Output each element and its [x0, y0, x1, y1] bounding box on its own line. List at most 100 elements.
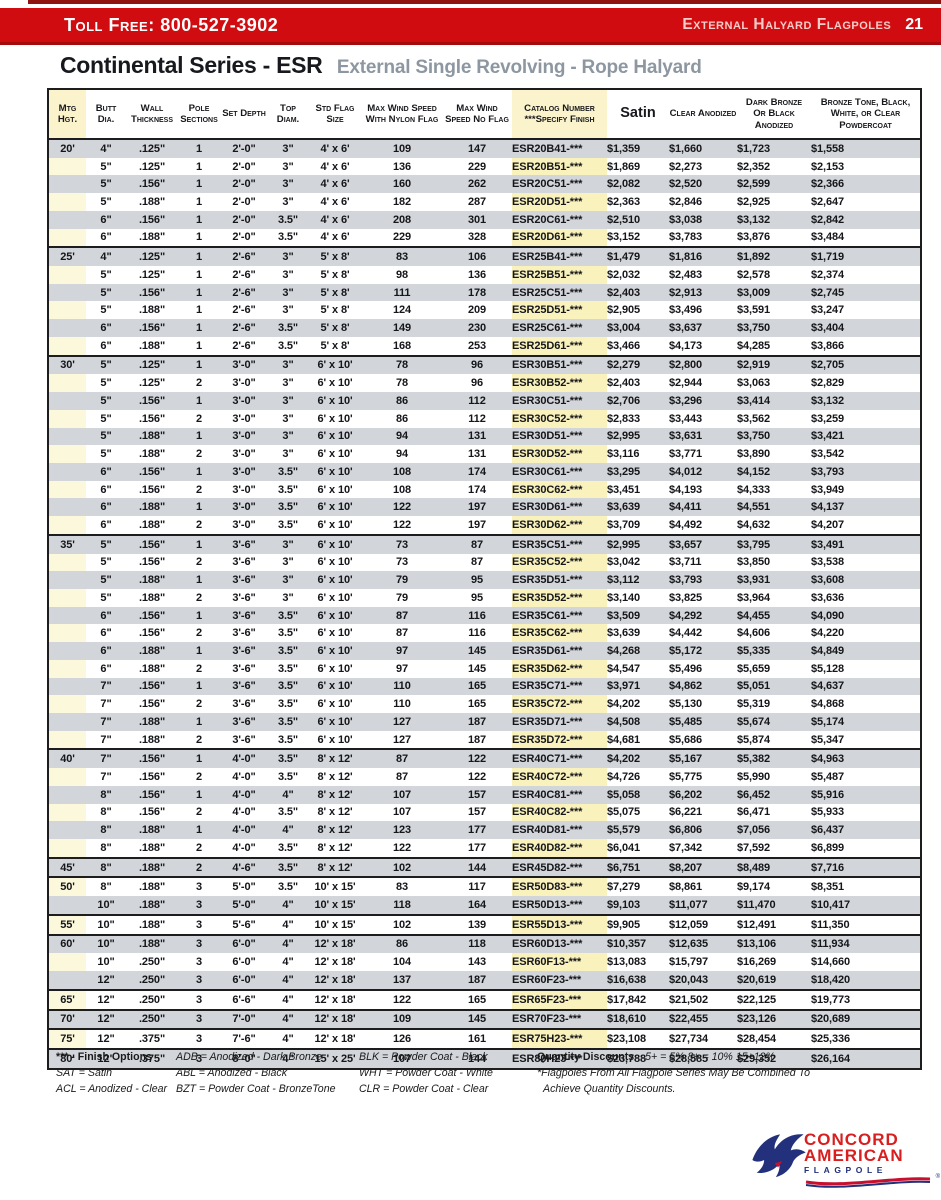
table-row: 20' 4" .125" 1 2'-0" 3" 4' x 6' 109 147 ESR20B41-… [48, 138, 921, 158]
cell-powder: $3,866 [811, 339, 845, 352]
cell-top: 3" [282, 160, 294, 173]
cell-wind_nylon: 118 [362, 896, 442, 915]
column-header-catalog: Catalog Number ***Specify Finish [512, 89, 607, 140]
cell-depth: 4'-0" [232, 841, 256, 854]
cell-powder: $2,647 [811, 196, 845, 209]
cell-wind_nylon: 102 [362, 856, 442, 878]
cell-mtg [48, 730, 86, 750]
cell-wind_noflag: 157 [442, 785, 512, 804]
cell-top: 3.5" [277, 662, 299, 675]
cell-pole: 2 [195, 518, 203, 531]
cell-satin: $6,041 [607, 841, 641, 854]
cell-wall: .125" [126, 354, 178, 375]
column-header-powder: Bronze Tone, Black, White, or Clear Powder… [811, 89, 921, 140]
cell-depth: 3'-6" [232, 627, 256, 640]
cell-mtg [48, 283, 86, 302]
cell-depth: 3'-0" [220, 498, 268, 517]
cell-pole: 2 [195, 771, 203, 784]
cell-top: 4" [268, 821, 308, 840]
cell-wind_nylon: 86 [362, 933, 442, 954]
cell-pole: 3 [178, 1028, 220, 1049]
cell-pole: 3 [178, 896, 220, 915]
cell-butt: 5" [100, 268, 112, 281]
cell-dark: $5,382 [737, 748, 811, 769]
cell-satin: $16,638 [607, 971, 669, 990]
cell-butt: 5" [100, 412, 112, 425]
cell-flag: 8' x 12' [308, 748, 362, 769]
cell-wind_nylon: 79 [395, 591, 409, 604]
cell-pole: 3 [178, 1008, 220, 1030]
cell-flag: 6' x 10' [317, 733, 353, 746]
cell-wind_nylon: 168 [392, 339, 412, 352]
cell-catalog: ESR30C61-*** [512, 462, 607, 481]
cell-flag: 6' x 10' [317, 448, 353, 461]
cell-powder: $3,247 [811, 304, 845, 317]
cell-pole: 3 [178, 1047, 220, 1069]
cell-clear: $2,520 [669, 175, 737, 194]
cell-butt: 5" [100, 377, 112, 390]
cell-top: 3" [268, 246, 308, 267]
cell-depth: 4'-0" [220, 821, 268, 840]
column-header-mtg: Mtg Hgt. [48, 89, 86, 140]
cell-wall: .188" [138, 196, 166, 209]
cell-powder: $8,351 [811, 876, 921, 897]
cell-satin: $3,140 [607, 591, 641, 604]
legend-item: ACL = Anodized - Clear [56, 1082, 168, 1095]
table-row: 10" .188" 3 5'-0" 4" 10' x 15' 118 164 ESR50D13-… [48, 896, 921, 915]
column-header-butt: Butt Dia. [86, 89, 126, 140]
cell-catalog: ESR30D61-*** [512, 498, 607, 517]
cell-top: 3" [268, 427, 308, 446]
legend-item: SAT = Satin [56, 1066, 113, 1079]
cell-satin: $3,295 [607, 462, 669, 481]
cell-top: 3" [268, 571, 308, 589]
cell-powder: $4,637 [811, 677, 921, 696]
cell-satin: $2,403 [607, 377, 641, 390]
cell-wall: .188" [126, 571, 178, 589]
cell-clear: $28,585 [669, 1047, 737, 1069]
cell-clear: $5,130 [669, 698, 703, 711]
legend-item: WHT = Powder Coat - White [359, 1066, 493, 1079]
cell-powder: $3,259 [811, 412, 845, 425]
cell-flag: 6' x 10' [317, 627, 353, 640]
cell-powder: $11,350 [811, 913, 921, 935]
cell-powder: $3,491 [811, 533, 921, 554]
cell-wind_noflag: 197 [442, 498, 512, 517]
table-row: 6" .156" 1 3'-6" 3.5" 6' x 10' 87 116 ESR35C61-*… [48, 606, 921, 625]
cell-clear: $4,442 [669, 627, 703, 640]
cell-wind_noflag: 112 [442, 392, 512, 410]
table-row: 6" .156" 2 3'-6" 3.5" 6' x 10' 87 116 ESR35C62-*… [48, 624, 921, 643]
cell-wall: .250" [126, 1008, 178, 1030]
cell-depth: 3'-0" [232, 377, 256, 390]
cell-clear: $3,038 [669, 210, 737, 229]
cell-mtg [48, 175, 86, 194]
cell-depth: 2'-0" [232, 160, 256, 173]
series-title: Continental Series - ESR [60, 52, 323, 78]
cell-mtg: 60' [48, 933, 86, 954]
cell-top: 4" [268, 1047, 308, 1069]
cell-wall: .156" [126, 392, 178, 410]
cell-butt: 5" [86, 571, 126, 589]
cell-wall: .188" [126, 498, 178, 517]
cell-catalog: ESR40D81-*** [512, 821, 607, 840]
cell-clear: $4,292 [669, 606, 737, 625]
cell-mtg [48, 516, 86, 535]
cell-top: 3.5" [277, 518, 299, 531]
cell-powder: $3,484 [811, 231, 845, 244]
cell-wind_nylon: 79 [362, 571, 442, 589]
cell-butt: 5" [86, 354, 126, 375]
cell-pole: 2 [195, 591, 203, 604]
cell-mtg: 35' [48, 533, 86, 554]
cell-dark: $3,750 [737, 427, 811, 446]
cell-dark: $4,606 [737, 627, 771, 640]
cell-powder: $10,417 [811, 896, 921, 915]
cell-wall: .188" [126, 642, 178, 660]
cell-dark: $7,592 [737, 841, 771, 854]
cell-powder: $6,899 [811, 841, 845, 854]
cell-top: 3" [282, 591, 294, 604]
cell-butt: 5" [86, 392, 126, 410]
cell-wall: .188" [126, 856, 178, 878]
discounts-title: Quantity Discounts [537, 1051, 635, 1063]
cell-depth: 2'-6" [220, 246, 268, 267]
cell-butt: 6" [100, 339, 112, 352]
cell-pole: 1 [178, 498, 220, 517]
